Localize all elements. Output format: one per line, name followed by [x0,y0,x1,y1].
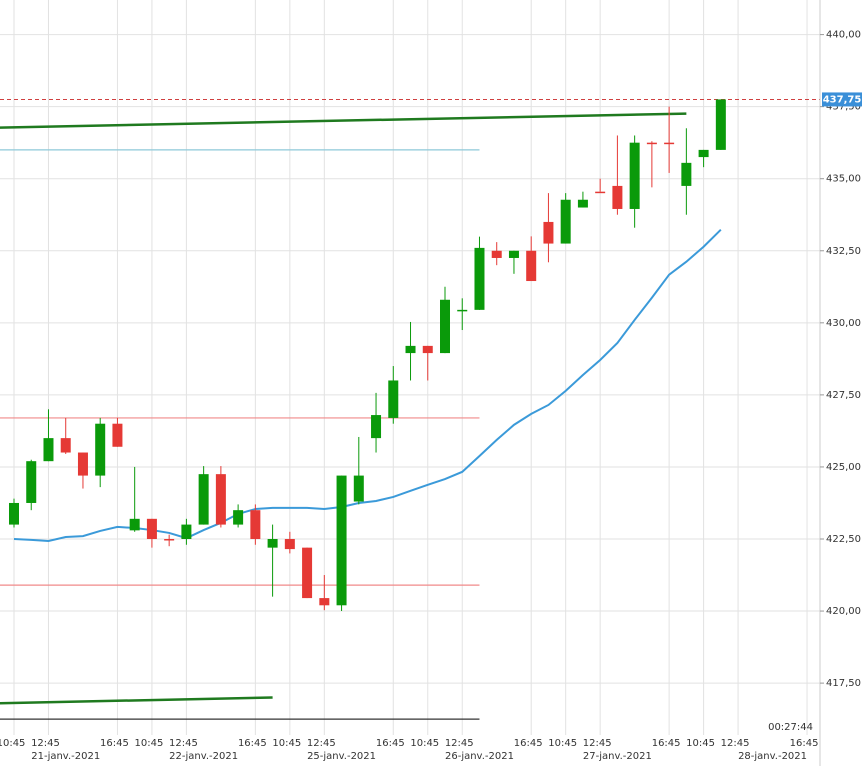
candle-body [181,524,192,539]
candle-body [388,380,399,418]
x-tick-label: 10:45 [0,738,25,749]
x-tick-label: 16:45 [514,738,543,749]
candle-body [146,518,157,539]
x-tick-label: 12:45 [31,738,60,749]
candle-body [250,510,261,539]
candle-body [612,185,623,209]
countdown: 00:27:44 [768,722,813,733]
y-tick-label: 435,00 [826,174,861,185]
candle-body [646,142,657,145]
candle-body [233,510,244,525]
candle-body [77,452,88,476]
y-tick-label: 432,50 [826,246,861,257]
candle-body [267,539,278,548]
candle-body [112,423,123,447]
candle-body [302,547,313,599]
candle-body [457,309,468,312]
x-tick-label: 16:45 [376,738,405,749]
candle-body [629,142,640,209]
trend-line [0,112,687,129]
y-tick-label: 437,50 [826,102,861,113]
candle-body [715,99,726,150]
candle-body [577,199,588,208]
last-price-label: 437,75 [823,94,862,105]
x-tick-label: 16:45 [100,738,129,749]
candle-body [422,345,433,354]
candle-body [543,221,554,244]
x-tick-label: 10:45 [686,738,715,749]
x-tick-label: 10:45 [410,738,439,749]
x-tick-label: 10:45 [135,738,164,749]
y-tick-label: 417,50 [826,678,861,689]
candle-body [95,423,106,476]
x-tick-label: 12:45 [721,738,750,749]
date-label: 26-janv.-2021 [445,751,514,762]
date-label: 22-janv.-2021 [169,751,238,762]
x-tick-label: 12:45 [307,738,336,749]
x-tick-label: 16:45 [652,738,681,749]
candle-body [698,149,709,158]
candle-body [43,438,54,462]
last-price-badge [822,92,862,107]
date-label: 27-janv.-2021 [583,751,652,762]
candle-body [353,475,364,502]
candle-body [560,199,571,244]
candle-body [60,438,71,453]
candle-body [164,539,175,541]
y-tick-label: 440,00 [826,30,861,41]
y-tick-label: 422,50 [826,534,861,545]
x-tick-label: 10:45 [548,738,577,749]
x-tick-label: 12:45 [445,738,474,749]
candle-body [508,250,519,258]
candle-body [405,345,416,354]
candle-body [526,250,537,282]
candle-body [681,162,692,186]
grid [0,0,820,735]
trend-line [0,696,273,705]
candle-body [319,598,330,606]
x-tick-label: 10:45 [272,738,301,749]
candle-body [129,518,140,531]
candle-body [440,299,450,354]
date-label: 21-janv.-2021 [31,751,100,762]
candle-body [9,502,19,525]
x-tick-label: 12:45 [169,738,198,749]
candle-body [371,415,382,439]
y-tick-label: 427,50 [826,390,861,401]
candle-body [284,539,295,550]
plot [0,98,820,720]
candle-body [215,474,226,525]
candle-body [474,247,485,310]
candle-body [664,142,675,145]
x-tick-label: 16:45 [790,738,819,749]
y-tick-label: 420,00 [826,606,861,617]
moving-average [13,229,722,543]
candle-body [26,461,37,503]
x-tick-label: 16:45 [238,738,267,749]
candle-body [491,250,502,258]
candle-body [198,474,209,525]
y-tick-label: 430,00 [826,318,861,329]
candle-body [595,191,606,194]
date-label: 25-janv.-2021 [307,751,376,762]
date-label: 28-janv.-2021 [738,751,807,762]
y-tick-label: 425,00 [826,462,861,473]
x-tick-label: 12:45 [583,738,612,749]
candle-body [336,475,347,606]
